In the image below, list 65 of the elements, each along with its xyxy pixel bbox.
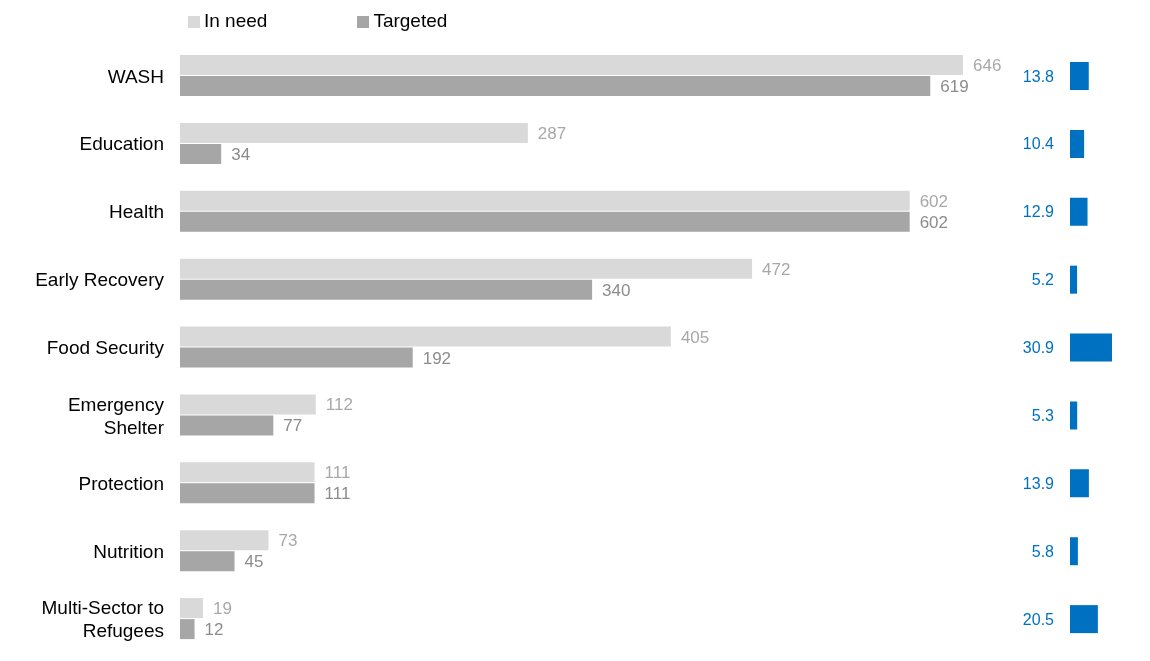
- data-label: 111: [324, 484, 351, 504]
- bar: [180, 483, 315, 504]
- data-label: 30.9: [1022, 339, 1055, 357]
- data-label: 646: [973, 55, 1002, 75]
- y-tick-label: WASH: [107, 65, 164, 87]
- data-label: 111: [324, 463, 351, 483]
- data-label: 12.9: [1022, 203, 1055, 221]
- bar: [180, 258, 753, 279]
- bar: [180, 55, 963, 75]
- bar: [180, 122, 528, 143]
- bar: [1070, 129, 1085, 158]
- bar: [180, 530, 269, 551]
- data-label: 45: [244, 552, 264, 572]
- bar: [1070, 197, 1088, 226]
- y-tick-label: Food Security: [46, 337, 165, 359]
- bar: [180, 462, 315, 483]
- data-label: 5.3: [1031, 407, 1055, 425]
- y-tick-label: Early Recovery: [35, 269, 165, 291]
- bar: [1070, 333, 1112, 362]
- legend-label: In need: [204, 10, 268, 31]
- y-tick-label: Multi-Sector to Refugees: [41, 597, 164, 642]
- bar: [1070, 469, 1089, 498]
- data-label: 405: [680, 327, 710, 347]
- data-label: 5.2: [1031, 271, 1055, 289]
- data-label: 13.9: [1022, 474, 1055, 492]
- data-label: 10.4: [1022, 135, 1055, 153]
- bar: [1070, 537, 1078, 566]
- data-label: 12: [204, 620, 224, 640]
- bar: [180, 598, 204, 619]
- bar: [1070, 401, 1078, 430]
- bar: [180, 76, 931, 96]
- bar: [1070, 62, 1089, 90]
- y-tick-label: Education: [79, 133, 164, 155]
- data-label: 112: [325, 395, 353, 415]
- data-label: 13.8: [1022, 67, 1055, 85]
- y-tick-label: Health: [109, 201, 164, 223]
- data-label: 19: [213, 599, 232, 619]
- data-label: 5.8: [1031, 542, 1055, 560]
- bar: [180, 326, 671, 347]
- data-label: 287: [537, 123, 567, 143]
- bar: [180, 551, 235, 572]
- bar: [180, 143, 222, 164]
- bar: [180, 190, 910, 211]
- data-label: 73: [278, 531, 298, 551]
- y-tick-label: Emergency Shelter: [67, 393, 165, 438]
- data-label: 77: [283, 416, 303, 436]
- bar: [180, 619, 195, 640]
- data-label: 602: [919, 212, 949, 232]
- bar: [180, 279, 593, 300]
- legend-label: Targeted: [373, 10, 448, 31]
- bar: [1070, 605, 1098, 634]
- data-label: 20.5: [1022, 610, 1055, 628]
- y-tick-label: Protection: [78, 472, 164, 494]
- data-label: 192: [422, 348, 452, 368]
- bar: [1070, 265, 1078, 294]
- bar: [180, 394, 316, 415]
- data-label: 34: [231, 144, 251, 164]
- bar: [180, 415, 274, 436]
- bar: [180, 211, 910, 232]
- data-label: 602: [919, 191, 949, 211]
- data-label: 619: [940, 76, 969, 96]
- data-label: 340: [602, 280, 631, 300]
- bar: [180, 347, 413, 368]
- y-tick-label: Nutrition: [93, 540, 164, 562]
- data-label: 472: [762, 259, 791, 279]
